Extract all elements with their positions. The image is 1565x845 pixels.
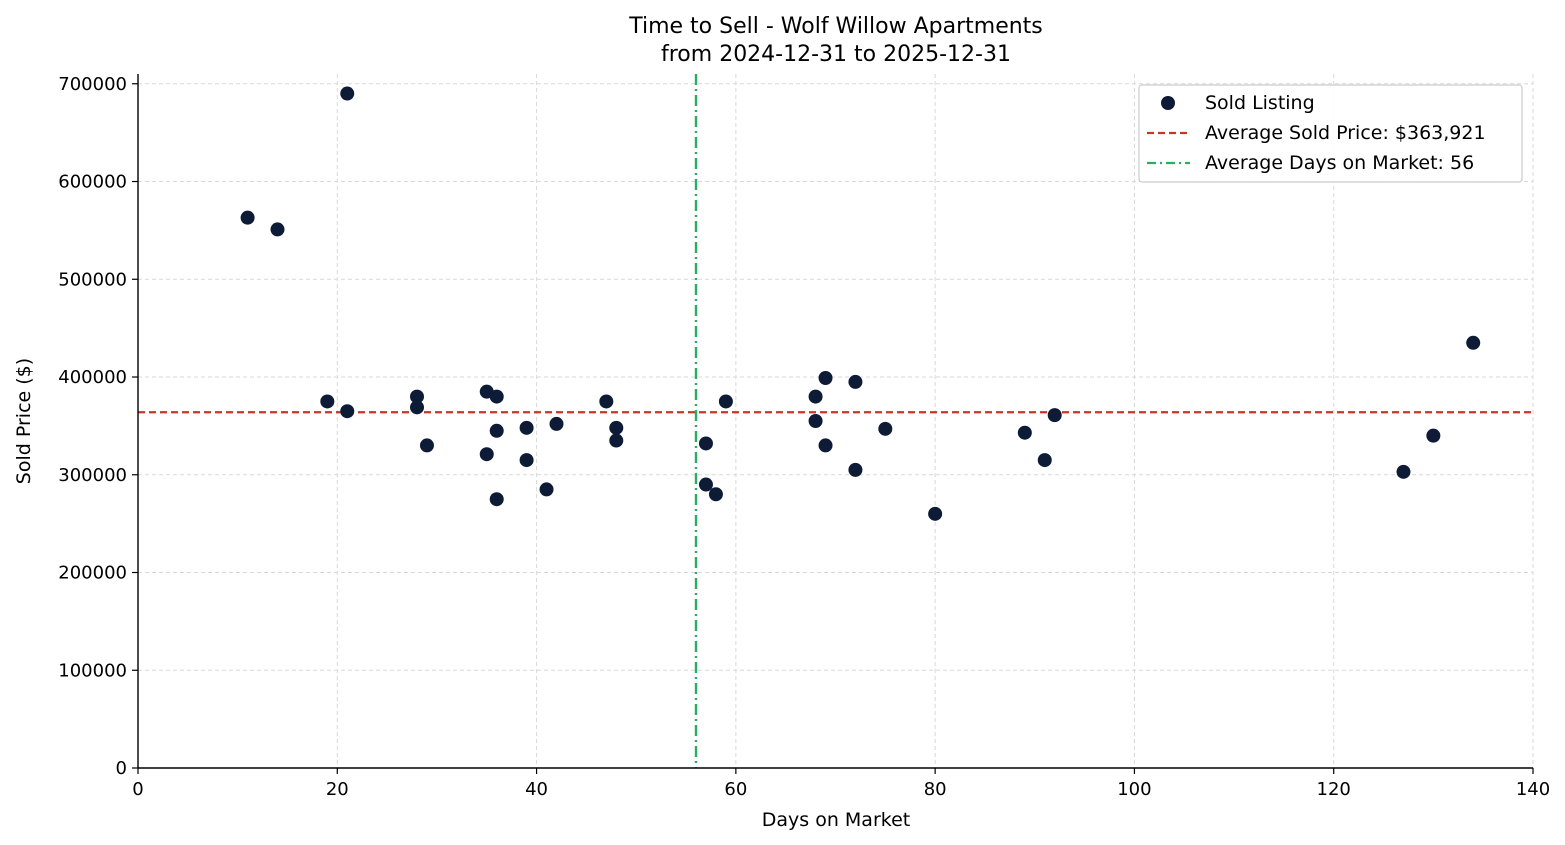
sold-listing-point — [698, 436, 713, 451]
sold-listing-point — [419, 438, 434, 453]
sold-listing-point — [1396, 464, 1411, 479]
y-tick-label: 100000 — [58, 660, 127, 681]
sold-listing-point — [340, 86, 355, 101]
sold-listing-point — [519, 420, 534, 435]
chart-subtitle: from 2024-12-31 to 2025-12-31 — [661, 42, 1011, 67]
sold-listing-point — [1426, 428, 1441, 443]
sold-listing-point — [489, 389, 504, 404]
sold-listing-point — [410, 389, 424, 404]
sold-listing-point — [808, 389, 823, 404]
sold-listing-point — [818, 438, 833, 453]
sold-listing-point — [270, 222, 285, 237]
sold-listing-point — [1047, 408, 1062, 423]
sold-listing-point — [928, 506, 943, 521]
x-axis-label: Days on Market — [762, 809, 910, 831]
sold-listing-point — [698, 477, 713, 492]
x-tick-label: 40 — [525, 779, 548, 800]
sold-listing-point — [549, 416, 564, 431]
x-tick-label: 140 — [1516, 779, 1550, 800]
sold-listing-point — [599, 394, 614, 409]
y-tick-label: 300000 — [58, 465, 127, 486]
sold-listing-point — [878, 421, 893, 436]
sold-listing-point — [1037, 453, 1052, 468]
sold-listing-point — [489, 423, 504, 438]
sold-listing-point — [489, 492, 504, 507]
legend-label-avg-price: Average Sold Price: $363,921 — [1205, 122, 1486, 144]
axis-ticks: 0 20 40 60 80 100 120 140 0 100000 200000 300000 400… — [58, 74, 1550, 800]
sold-listing-point — [818, 370, 833, 385]
legend-box — [1138, 84, 1523, 183]
x-tick-label: 60 — [724, 779, 747, 800]
x-tick-label: 100 — [1117, 779, 1151, 800]
sold-listing-point — [479, 447, 494, 462]
sold-listing-point — [340, 404, 355, 419]
y-tick-label: 0 — [116, 758, 127, 779]
x-tick-label: 80 — [924, 779, 947, 800]
sold-listing-point — [609, 433, 624, 448]
sold-listing-point — [240, 210, 255, 225]
y-axis-label: Sold Price ($) — [13, 358, 35, 484]
x-tick-label: 120 — [1317, 779, 1351, 800]
y-tick-label: 500000 — [58, 269, 127, 290]
reference-lines — [138, 74, 1533, 768]
sold-listing-point — [1017, 425, 1032, 440]
sold-listing-point — [848, 462, 863, 477]
y-tick-label: 400000 — [58, 367, 127, 388]
legend-label-avg-days: Average Days on Market: 56 — [1205, 152, 1474, 174]
y-tick-label: 600000 — [58, 172, 127, 193]
chart-title: Time to Sell - Wolf Willow Apartments — [628, 14, 1043, 39]
sold-listing-point — [320, 394, 335, 409]
sold-listing-point — [718, 394, 733, 409]
sold-listing-point — [808, 414, 823, 428]
sold-listing-point — [609, 420, 624, 435]
sold-listing-point — [410, 400, 424, 415]
legend-label-sold-listing: Sold Listing — [1205, 92, 1315, 114]
data-points — [240, 86, 1481, 521]
x-tick-label: 0 — [132, 779, 143, 800]
x-tick-label: 20 — [326, 779, 349, 800]
sold-listing-point — [708, 487, 723, 502]
sold-listing-point — [539, 482, 554, 497]
legend: Sold Listing Average Sold Price: $363,92… — [1138, 84, 1523, 183]
sold-listing-point — [848, 374, 863, 389]
legend-marker-sold-listing — [1161, 96, 1175, 110]
y-tick-label: 200000 — [58, 563, 127, 584]
sold-listing-point — [519, 453, 534, 468]
y-tick-label: 700000 — [58, 74, 127, 95]
sold-listing-point — [1466, 335, 1481, 350]
